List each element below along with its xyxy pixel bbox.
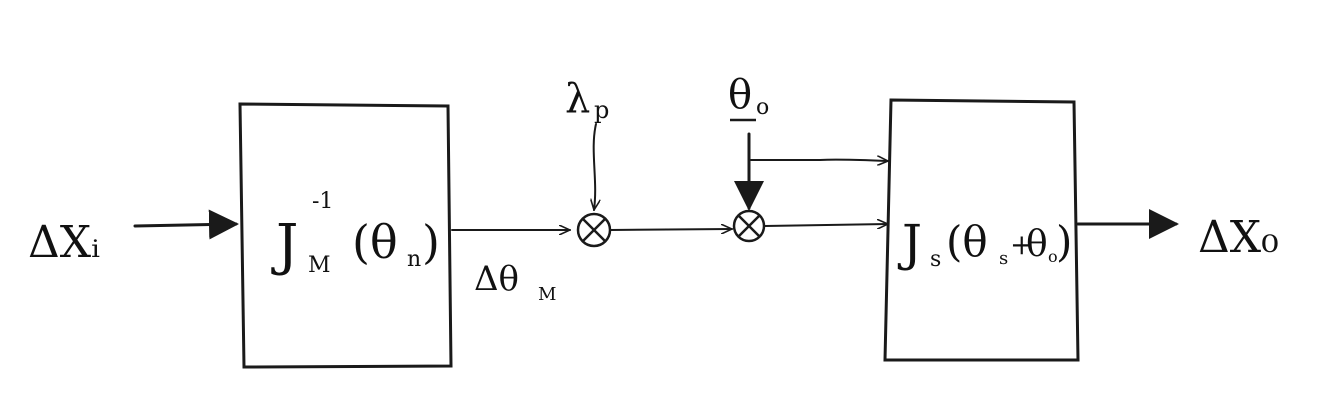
- theta-offset-sub: o: [756, 95, 769, 120]
- block-2-plus: +: [1010, 228, 1033, 261]
- arrow-to-block-2: [764, 224, 888, 226]
- block-1-sub: M: [308, 253, 331, 278]
- lambda-label: λ p: [565, 76, 609, 124]
- mid-signal-sub: M: [538, 284, 556, 305]
- input-arrow: [133, 209, 239, 240]
- block-jacobian-inverse: [238, 102, 453, 369]
- lambda-arrow: [594, 123, 596, 210]
- block-1-sup: -1: [312, 189, 333, 214]
- block-2-arg2-sub: o: [1048, 247, 1058, 266]
- block-1-arg-sub: n: [407, 247, 421, 272]
- output-label: ΔX₀: [1198, 212, 1279, 263]
- multiplier-junction-2: [732, 209, 766, 243]
- lambda-sub: p: [594, 96, 609, 124]
- multiplier-junction-1: [576, 212, 612, 248]
- block-2-arg-sub: s: [999, 248, 1008, 269]
- lambda: λ: [565, 76, 590, 122]
- block-2-arg: (θ: [946, 217, 988, 266]
- block-1-close: ): [422, 215, 440, 269]
- block-jacobian-slave: [883, 98, 1080, 362]
- block-2-main: J: [897, 214, 922, 272]
- mid-signal-label: Δθ M: [474, 259, 556, 305]
- block-2-close: ): [1056, 217, 1072, 266]
- block-1-arg: (θ: [352, 215, 398, 269]
- block-2-sub: s: [930, 247, 941, 272]
- mid-signal: Δθ: [474, 259, 519, 299]
- block-1-label: J -1 M (θ n ): [271, 189, 440, 278]
- arrow-to-junction-2: [609, 229, 732, 230]
- theta-offset: θ: [728, 72, 752, 118]
- block-1-main: J: [271, 213, 298, 278]
- block-2-arg2: θ: [1026, 224, 1048, 265]
- theta-offset-label: θ o: [728, 72, 769, 122]
- input-label: ΔXᵢ: [28, 217, 100, 268]
- theta-offset-branch-arrow: [750, 160, 888, 161]
- block-2-label: J s (θ s + θ o ): [897, 214, 1072, 272]
